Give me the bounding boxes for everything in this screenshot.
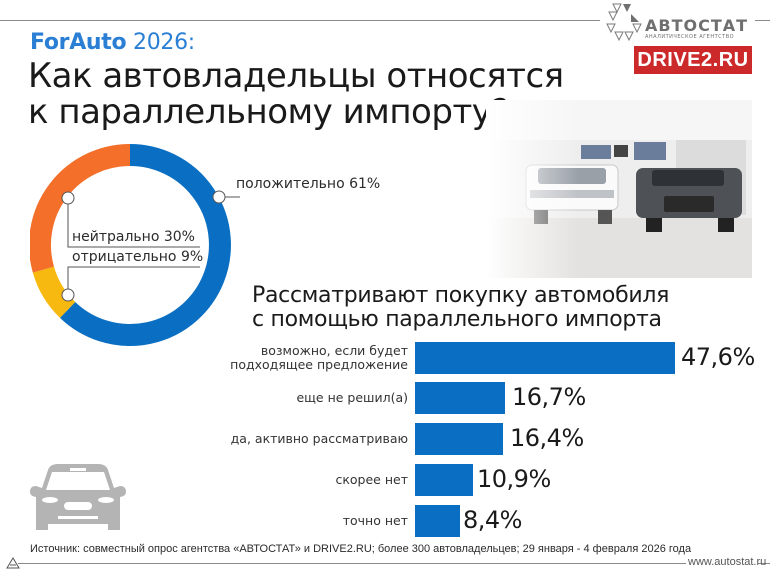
bar-row: да, активно рассматриваю 16,4% (0, 422, 770, 456)
header-divider-right (755, 20, 770, 21)
bar-label-line-1: возможно, если будет (260, 343, 408, 358)
bar-label: скорее нет (335, 472, 408, 487)
donut-label-positive: положительно 61% (236, 176, 381, 192)
bar-value: 8,4% (463, 506, 522, 534)
bar-chart-title: Рассматривают покупку автомобиля с помощ… (252, 284, 669, 332)
bar-fill (415, 382, 505, 414)
donut-label-negative: отрицательно 9% (72, 249, 204, 265)
bar-value: 16,7% (512, 383, 586, 411)
header-divider (0, 20, 600, 21)
donut-segment-neutral (29, 144, 131, 273)
bar-value: 47,6% (681, 343, 755, 371)
showroom-photo (486, 100, 752, 278)
autostat-logo: АВТОСТАТ АНАЛИТИЧЕСКОЕ АГЕНТСТВО (605, 2, 755, 42)
footer-divider (18, 563, 686, 564)
footer-divider-right (758, 563, 770, 564)
bar-row: скорее нет 10,9% (0, 463, 770, 497)
title-line-2: к параллельному импорту? (28, 92, 509, 132)
source-note: Источник: совместный опрос агентства «АВ… (30, 543, 692, 555)
bar-label: возможно, если будет подходящее предложе… (230, 344, 408, 372)
bar-label: еще не решил(а) (296, 390, 408, 405)
bar-row: возможно, если будет подходящее предложе… (0, 341, 770, 375)
drive2-logo: DRIVE2.RU (634, 46, 752, 74)
bar-label-line-2: подходящее предложение (230, 357, 408, 372)
website-link[interactable]: www.autostat.ru (688, 556, 767, 568)
brand-year: 2026: (126, 30, 195, 55)
bar-fill (415, 423, 503, 455)
donut-segment-negative (32, 266, 76, 318)
autostat-triangle-icon (6, 557, 20, 569)
donut-label-neutral: нейтрально 30% (72, 229, 195, 245)
bar-value: 10,9% (477, 465, 551, 493)
donut-segment-positive (59, 144, 231, 346)
bar-title-line-1: Рассматривают покупку автомобиля (252, 283, 670, 308)
bar-title-line-2: с помощью параллельного импорта (252, 307, 662, 332)
donut-graphic (29, 144, 375, 346)
autostat-subtitle: АНАЛИТИЧЕСКОЕ АГЕНТСТВО (645, 34, 735, 40)
car-icon (28, 460, 128, 538)
bar-fill (415, 464, 473, 496)
bar-value: 16,4% (510, 424, 584, 452)
brand-heading: ForAuto 2026: (30, 30, 195, 55)
bar-row: еще не решил(а) 16,7% (0, 381, 770, 415)
bar-label: да, активно рассматриваю (230, 431, 408, 446)
bar-fill (415, 505, 460, 537)
bar-fill (415, 342, 675, 374)
autostat-hexagon-icon (606, 3, 642, 42)
autostat-name: АВТОСТАТ (645, 16, 749, 35)
title-line-1: Как автовладельцы относятся (28, 56, 564, 96)
bar-label: точно нет (342, 513, 408, 528)
showroom-cars-image (486, 100, 752, 278)
attitude-donut-chart (29, 140, 375, 360)
page-title: Как автовладельцы относятся к параллельн… (28, 58, 564, 130)
bar-row: точно нет 8,4% (0, 504, 770, 538)
brand-name: ForAuto (30, 30, 127, 55)
